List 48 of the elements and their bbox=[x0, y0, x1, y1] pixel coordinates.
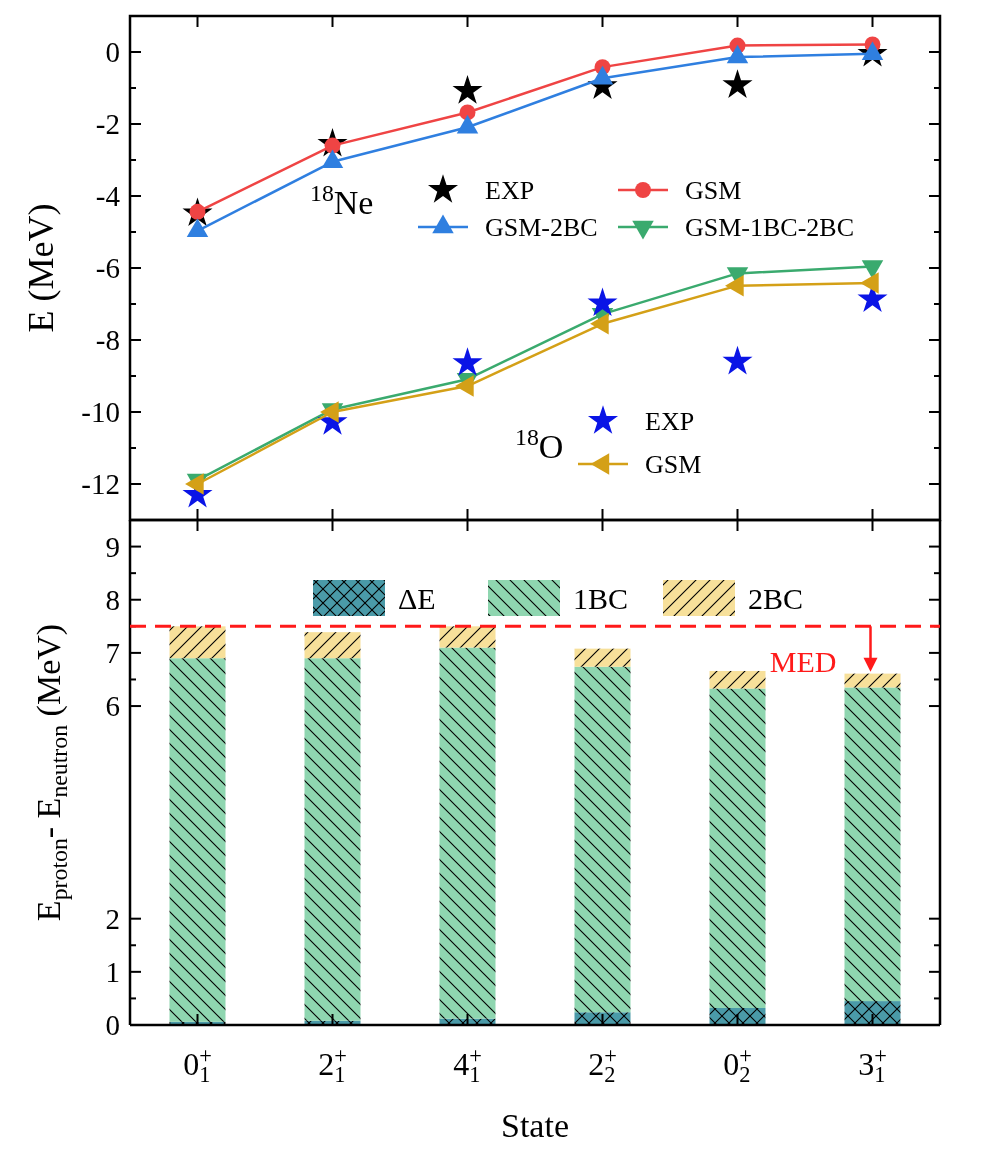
y-tick-label: 7 bbox=[105, 637, 120, 670]
y-tick-label: 6 bbox=[105, 690, 120, 723]
point bbox=[722, 69, 753, 98]
legend-label: ΔE bbox=[398, 581, 436, 615]
y-tick-label: 2 bbox=[105, 902, 120, 935]
x-axis-title: State bbox=[501, 1107, 569, 1144]
legend-label: EXP bbox=[645, 407, 695, 437]
y-axis-title: E (MeV) bbox=[21, 203, 61, 333]
legend-label: 2BC bbox=[748, 581, 804, 615]
bar bbox=[169, 658, 226, 1022]
point bbox=[587, 287, 618, 317]
bar bbox=[574, 1012, 631, 1025]
bar bbox=[304, 632, 361, 659]
bar bbox=[439, 626, 496, 648]
bar bbox=[169, 626, 226, 659]
y-tick-label: 1 bbox=[105, 955, 120, 988]
legend-label: EXP bbox=[485, 176, 535, 206]
bar bbox=[844, 673, 901, 688]
y-tick-label: -6 bbox=[95, 252, 120, 285]
bar bbox=[574, 648, 631, 667]
bar bbox=[844, 1001, 901, 1025]
bar bbox=[709, 1007, 766, 1025]
bar bbox=[574, 666, 631, 1013]
y-tick-label: -12 bbox=[81, 468, 120, 501]
y-tick-label: -8 bbox=[95, 324, 120, 357]
annotation: $^{18}$Ne bbox=[310, 179, 374, 221]
y-tick-label: 0 bbox=[105, 36, 120, 69]
bar bbox=[304, 658, 361, 1021]
legend-label: GSM-2BC bbox=[485, 213, 598, 243]
y-tick-label: 0 bbox=[105, 1009, 120, 1042]
y-tick-label: -2 bbox=[95, 108, 120, 141]
legend-label: GSM bbox=[645, 450, 702, 480]
y-tick-label: 8 bbox=[105, 583, 120, 616]
annotation: $^{18}$O bbox=[515, 423, 564, 465]
y-tick-label: 9 bbox=[105, 530, 120, 563]
y-tick-label: -10 bbox=[81, 396, 120, 429]
legend-label: GSM-1BC-2BC bbox=[685, 213, 855, 243]
legend-label: GSM bbox=[685, 176, 742, 206]
bar bbox=[844, 687, 901, 1002]
legend-label: 1BC bbox=[573, 581, 629, 615]
bar bbox=[709, 688, 766, 1008]
y-tick-label: -4 bbox=[95, 180, 121, 213]
point bbox=[722, 345, 753, 375]
ref-line-label: MED bbox=[769, 645, 837, 679]
bar bbox=[709, 670, 766, 689]
bar bbox=[439, 647, 496, 1019]
point bbox=[452, 75, 483, 104]
point bbox=[452, 347, 483, 376]
